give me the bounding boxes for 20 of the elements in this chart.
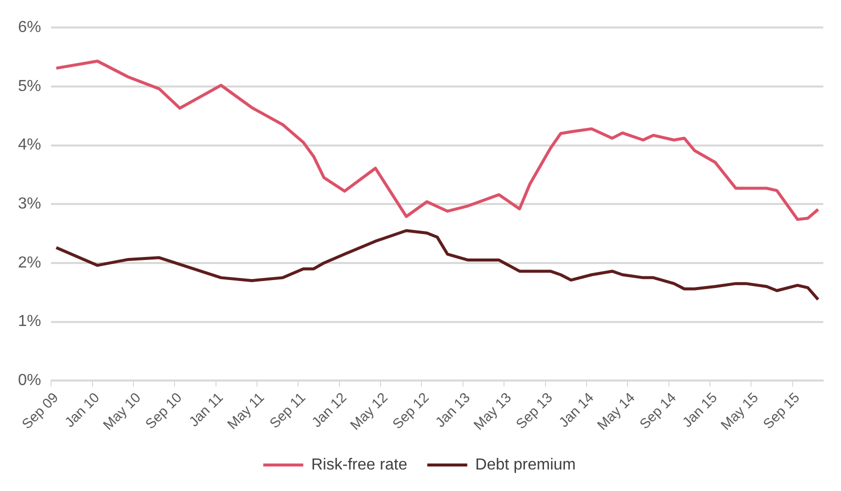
x-tick-label: Sep 12 [389,388,432,432]
legend-label: Debt premium [475,456,576,474]
y-tick-label: 3% [18,196,42,213]
legend-label: Risk-free rate [311,456,408,474]
x-tick-label: May 10 [100,388,144,433]
x-tick-label: May 11 [224,388,268,432]
x-tick-label: Sep 10 [142,388,185,432]
x-tick-label: Sep 13 [512,388,556,432]
x-tick-label: Sep 11 [266,388,308,432]
x-tick-label: Jan 11 [186,388,226,430]
y-tick-label: 0% [18,372,42,390]
y-tick-label: 2% [18,254,42,272]
x-tick-label: Sep 15 [760,388,803,432]
y-tick-label: 6% [18,19,42,36]
x-tick-label: Sep 09 [18,388,62,432]
y-tick-label: 5% [18,78,42,95]
y-tick-label: 4% [18,136,42,154]
x-tick-label: Sep 14 [636,388,679,432]
x-tick-label: Jan 10 [61,388,102,430]
y-tick-label: 1% [18,313,42,330]
